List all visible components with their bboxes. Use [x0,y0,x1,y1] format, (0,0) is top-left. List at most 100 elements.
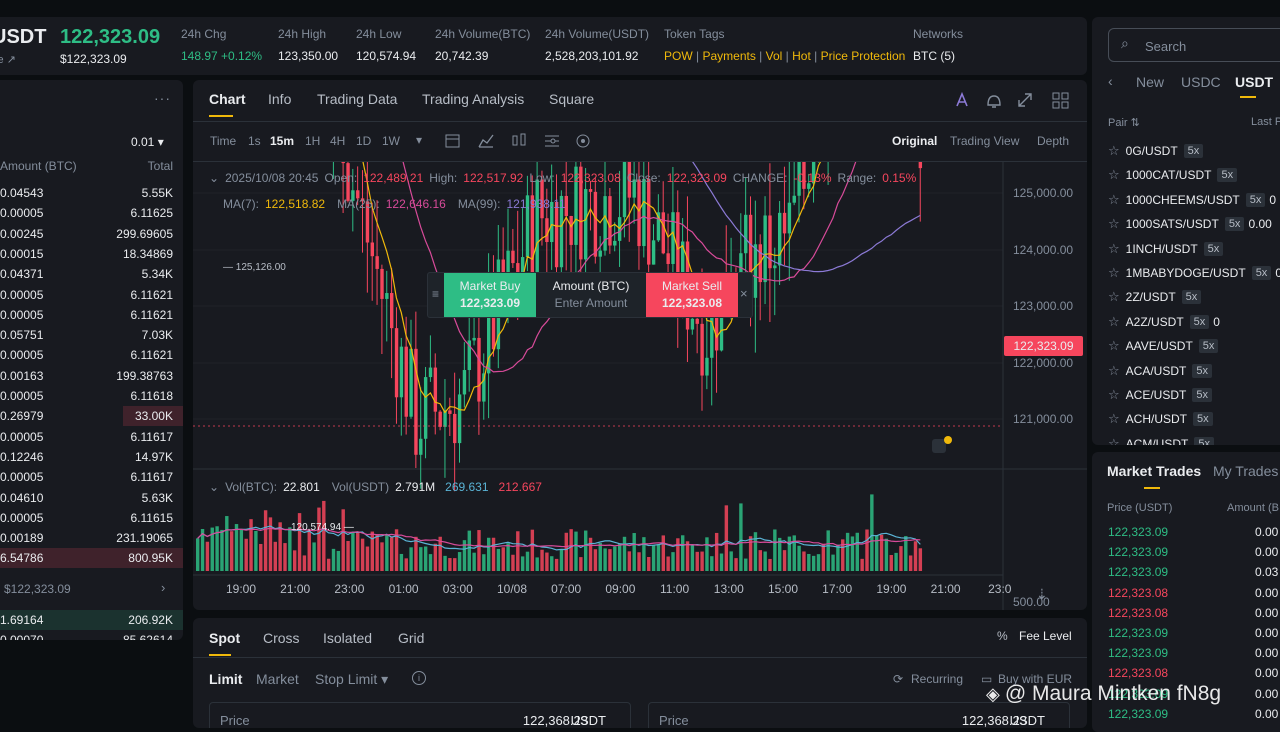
chevron-down-icon[interactable]: ▾ [416,133,423,147]
interval-15m[interactable]: 15m [270,134,295,148]
search-input[interactable]: ⌕ Search [1108,28,1280,62]
star-icon[interactable]: ☆ [1108,143,1120,158]
tab-isolated[interactable]: Isolated [323,630,373,646]
pair-row[interactable]: ☆ ACA/USDT 5x [1108,363,1212,379]
ask-row[interactable]: 0.00005 6.11617 [0,427,183,447]
interval-1s[interactable]: 1s [248,134,261,148]
tab-market-trades[interactable]: Market Trades [1107,463,1202,479]
ai-icon[interactable] [956,91,968,107]
order-type-market[interactable]: Market [256,671,299,687]
ask-row[interactable]: 0.04610 5.63K [0,488,183,508]
ask-row[interactable]: 0.00005 6.11621 [0,305,183,325]
recurring-icon[interactable]: ⟳ [893,672,904,686]
close-icon[interactable]: × [740,286,748,301]
bell-icon[interactable] [987,95,1001,108]
pair-row[interactable]: ☆ ACM/USDT 5x [1108,436,1214,445]
candles-icon[interactable] [512,133,526,146]
pair-row[interactable]: ☆ 0G/USDT 5x [1108,143,1204,159]
indicator-icon[interactable] [478,134,494,148]
chevron-right-icon[interactable]: › [161,580,166,595]
pair-row[interactable]: ☆ ACH/USDT 5x [1108,411,1213,427]
tab-info[interactable]: Info [268,91,292,107]
amount-field[interactable]: Amount (BTC) Enter Amount [552,279,630,310]
layout-icon[interactable] [1052,92,1069,109]
ask-row[interactable]: 0.00005 6.11618 [0,386,183,406]
star-icon[interactable]: ☆ [1108,240,1120,256]
tab-square[interactable]: Square [549,91,595,107]
price-chart[interactable]: 125,000.00 124,000.00 123,000.00 122,000.00… [193,162,1087,610]
view-trading-view[interactable]: Trading View [950,134,1020,148]
target-icon[interactable] [576,134,590,148]
tab-cross[interactable]: Cross [263,630,300,646]
ask-row[interactable]: 0.12246 14.97K [0,447,183,467]
ask-row[interactable]: 0.00005 6.11625 [0,203,183,223]
ask-row[interactable]: 0.00005 6.11621 [0,285,183,305]
pair-row[interactable]: ☆ 1000CHEEMS/USDT 5x 0 [1108,192,1276,208]
market-sell-button[interactable]: Market Sell 122,323.08 [646,273,738,317]
notes-icon[interactable] [932,439,946,453]
market-tab-usdt[interactable]: USDT [1235,74,1274,90]
ask-row[interactable]: 0.04371 5.34K [0,264,183,284]
ask-row[interactable]: 0.00005 6.11621 [0,345,183,365]
pair-row[interactable]: ☆ 1000SATS/USDT 5x 0.00 [1108,216,1272,232]
pair-row[interactable]: ☆ 1INCH/USDT 5x [1108,240,1224,257]
order-type-stop-limit[interactable]: Stop Limit ▾ [315,671,389,687]
star-icon[interactable]: ☆ [1108,289,1120,305]
expand-icon[interactable] [1018,93,1032,107]
buy-with-link[interactable]: Buy with EUR [998,672,1073,686]
pair-row[interactable]: ☆ A2Z/USDT 5x 0 [1108,314,1220,330]
star-icon[interactable]: ☆ [1108,411,1120,427]
interval-1d[interactable]: 1D [356,134,372,148]
tag-price-protection[interactable]: Price Protection [820,49,906,63]
scale-icon[interactable]: ⇣ [1036,586,1048,602]
star-icon[interactable]: ☆ [1108,362,1120,378]
info-icon[interactable]: i [412,671,426,685]
tab-spot[interactable]: Spot [209,630,241,646]
fee-level-link[interactable]: Fee Level [1019,629,1072,643]
ask-row[interactable]: 0.26979 33.00K [0,406,183,427]
tag-vol[interactable]: Vol [765,49,783,63]
recurring-link[interactable]: Recurring [911,672,964,686]
ask-row[interactable]: 0.00245 299.69605 [0,224,183,244]
calendar-icon[interactable] [445,134,460,148]
market-tab-new[interactable]: New [1136,74,1165,90]
interval-4h[interactable]: 4H [330,134,346,148]
tab-trading-analysis[interactable]: Trading Analysis [422,91,525,107]
tab-my-trades[interactable]: My Trades [1213,463,1279,479]
pair-row[interactable]: ☆ 1MBABYDOGE/USDT 5x0.0 [1108,265,1280,281]
col-pair[interactable]: Pair ⇅ [1108,117,1140,129]
tab-grid[interactable]: Grid [398,630,425,646]
interval-1h[interactable]: 1H [305,134,321,148]
precision-select[interactable]: 0.01 ▾ [131,135,164,149]
more-icon[interactable]: ··· [154,90,171,106]
star-icon[interactable]: ☆ [1108,167,1120,183]
interval-1w[interactable]: 1W [382,134,400,148]
bid-row[interactable]: 1.69164 206.92K [0,610,183,630]
pair-row[interactable]: ☆ 1000CAT/USDT 5x [1108,167,1238,183]
ask-row[interactable]: 0.05751 7.03K [0,325,183,345]
market-tab-usdc[interactable]: USDC [1181,74,1221,90]
order-type-limit[interactable]: Limit [209,671,243,687]
star-icon[interactable]: ☆ [1108,313,1120,329]
ask-row[interactable]: 6.54786 800.95K [0,548,183,569]
symbol-sub[interactable]: ce ↗ [0,54,16,66]
settings-list-icon[interactable] [545,135,559,147]
view-original[interactable]: Original [892,134,938,148]
ask-row[interactable]: 0.00015 18.34869 [0,244,183,264]
col-last-price[interactable]: Last P [1251,116,1280,128]
tag-pow[interactable]: POW [664,49,693,63]
bid-row[interactable]: 0.00070 85.62614 [0,630,183,640]
tag-payments[interactable]: Payments [702,49,756,63]
ask-row[interactable]: 0.00163 199.38763 [0,366,183,386]
symbol-name[interactable]: USDT [0,26,47,48]
collapse-icon[interactable]: ⌄ [209,171,220,185]
market-buy-button[interactable]: Market Buy 122,323.09 [444,273,536,317]
star-icon[interactable]: ☆ [1108,435,1120,445]
buy-price-input[interactable]: Price 122,368.23 USDT [209,702,631,728]
ask-row[interactable]: 0.00005 6.11617 [0,467,183,487]
mid-price[interactable]: $122,323.09 [4,582,71,596]
tab-chart[interactable]: Chart [209,91,246,107]
star-icon[interactable]: ☆ [1108,387,1120,402]
tag-hot[interactable]: Hot [792,49,811,63]
networks[interactable]: Networks BTC (5) [913,27,964,63]
